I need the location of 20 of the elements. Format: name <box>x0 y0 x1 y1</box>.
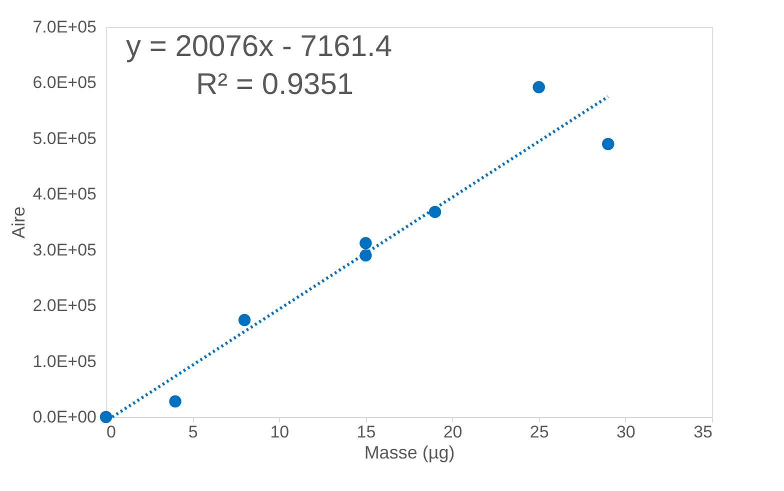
y-axis-title: Aire <box>8 206 29 239</box>
y-tick-label: 7.0E+05 <box>32 18 96 36</box>
x-tick-label: 20 <box>443 422 462 442</box>
x-tick-label: 30 <box>616 422 636 442</box>
y-tick-label: 3.0E+05 <box>32 240 96 260</box>
x-tick-label: 15 <box>356 422 376 442</box>
y-tick-label: 5.0E+05 <box>32 128 96 148</box>
y-tick-label: 4.0E+05 <box>32 184 96 204</box>
x-tick-label: 0 <box>106 422 116 442</box>
x-tick-label: 10 <box>270 422 290 442</box>
x-tick-label: 35 <box>694 422 712 442</box>
x-tick-label: 25 <box>530 422 549 442</box>
y-tick-label: 1.0E+05 <box>32 352 96 371</box>
x-tick-label: 5 <box>188 422 198 442</box>
x-axis-title: Masse (µg) <box>364 442 455 462</box>
y-tick-label: 6.0E+05 <box>32 73 96 92</box>
y-tick-label: 2.0E+05 <box>32 296 96 316</box>
annotation: y = 20076x - 7161.4 <box>126 30 392 63</box>
y-tick-label: 0.0E+00 <box>32 408 96 426</box>
annotation: R² = 0.9351 <box>196 68 354 101</box>
